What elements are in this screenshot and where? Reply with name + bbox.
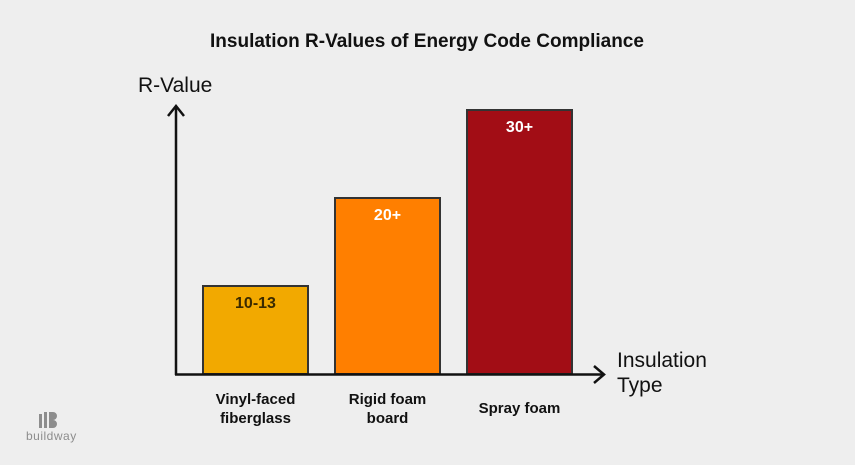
x-axis-arrow xyxy=(593,365,606,384)
bar xyxy=(466,109,573,375)
category-tick-label: Vinyl-faced xyxy=(216,391,296,408)
x-axis-label-line1: Insulation xyxy=(617,349,707,372)
x-axis-label-line2: Type xyxy=(617,374,663,397)
data-label: 20+ xyxy=(374,207,401,224)
category-tick-label: board xyxy=(367,410,409,427)
y-axis-label: R-Value xyxy=(138,74,212,97)
bar xyxy=(334,197,441,375)
buildway-logo: buildway xyxy=(26,412,76,443)
buildway-logo-icon xyxy=(39,412,57,428)
logo-text: buildway xyxy=(26,429,77,443)
chart-title: Insulation R-Values of Energy Code Compl… xyxy=(210,31,644,52)
category-tick-label: fiberglass xyxy=(220,410,291,427)
y-axis-arrow xyxy=(167,103,185,117)
data-label: 10-13 xyxy=(235,295,276,312)
bar xyxy=(202,285,309,375)
category-tick-label: Spray foam xyxy=(479,400,561,417)
category-tick-label: Rigid foam xyxy=(349,391,427,408)
data-label: 30+ xyxy=(506,119,533,136)
